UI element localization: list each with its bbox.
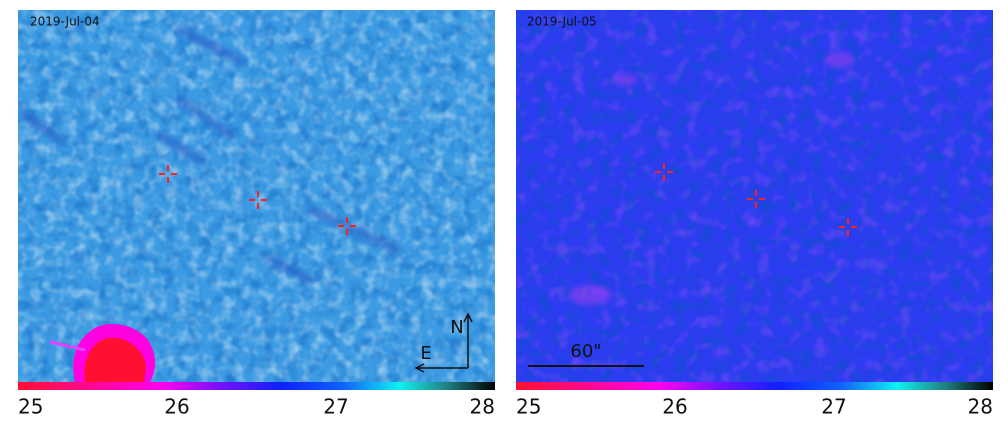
colorbar-tick-label: 25 bbox=[18, 395, 43, 419]
colorbar-tick-label: 28 bbox=[470, 395, 495, 419]
colorbar-tick-label: 27 bbox=[821, 395, 846, 419]
panel-label: 2019-Jul-04 bbox=[30, 15, 100, 29]
noise bbox=[18, 10, 495, 382]
colorbar-tick-label: 26 bbox=[164, 395, 189, 419]
streaks bbox=[20, 25, 400, 285]
bright-core bbox=[84, 337, 146, 382]
scale-bar-label: 60" bbox=[570, 341, 601, 362]
colorbar-ticks: 25 26 27 28 25 26 27 28 bbox=[18, 395, 993, 419]
colorbar-tick-label: 26 bbox=[662, 395, 687, 419]
spike bbox=[49, 340, 86, 352]
colorbar bbox=[18, 382, 495, 390]
panel-left: 2019-Jul-04 N E bbox=[18, 10, 495, 390]
colorbar bbox=[516, 382, 993, 390]
colorbar-tick-label: 27 bbox=[323, 395, 348, 419]
compass-north: N bbox=[450, 317, 463, 338]
colorbar-tick-label: 28 bbox=[968, 395, 993, 419]
compass bbox=[414, 312, 473, 373]
faint-sources bbox=[568, 52, 855, 305]
panel-right: 2019-Jul-05 60" bbox=[516, 10, 993, 390]
colorbar-tick-label: 25 bbox=[516, 395, 541, 419]
panel-label: 2019-Jul-05 bbox=[527, 15, 597, 29]
noise bbox=[516, 10, 993, 382]
compass-east: E bbox=[420, 343, 431, 364]
